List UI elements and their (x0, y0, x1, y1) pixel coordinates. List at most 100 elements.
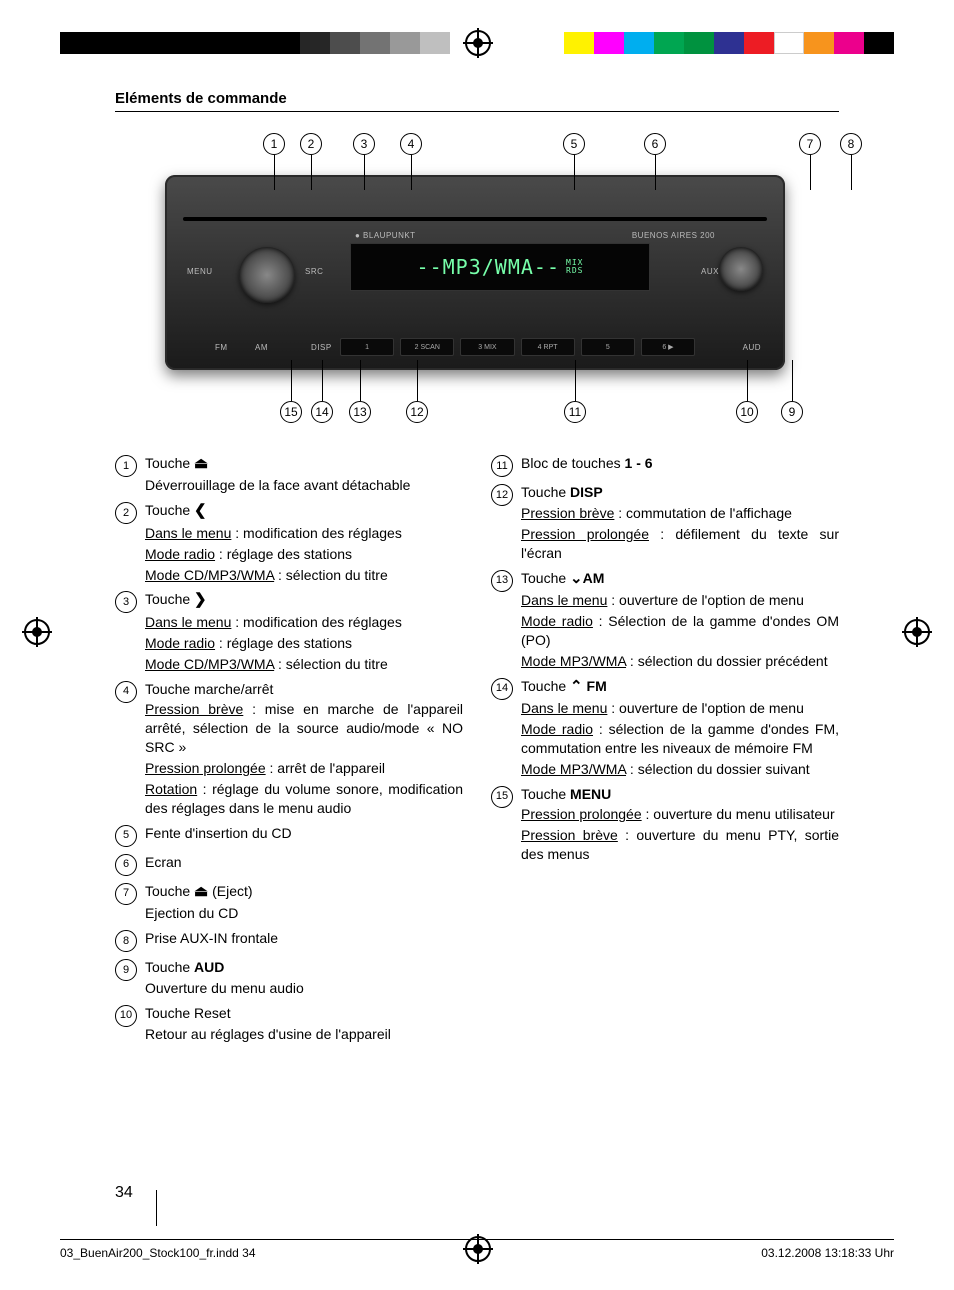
item-number: 5 (115, 825, 137, 847)
registration-mark-icon (904, 619, 930, 645)
item-line: Pression brève : mise en marche de l'app… (145, 700, 463, 757)
description-item: 5 Fente d'insertion du CD (115, 824, 463, 847)
item-number: 7 (115, 883, 137, 905)
item-line: Rotation : réglage du volume sonore, mod… (145, 780, 463, 818)
item-head: Touche ❮ (145, 501, 463, 521)
item-line: Déverrouillage de la face avant détachab… (145, 476, 463, 495)
callout-number: 14 (311, 401, 333, 423)
item-head: Touche AUD (145, 958, 463, 977)
item-line: Mode CD/MP3/WMA : sélection du titre (145, 566, 463, 585)
item-head: Touche MENU (521, 785, 839, 804)
item-number: 6 (115, 854, 137, 876)
item-head: Fente d'insertion du CD (145, 824, 463, 843)
item-number: 3 (115, 591, 137, 613)
grayscale-swatches (270, 32, 450, 56)
item-line: Ejection du CD (145, 904, 463, 923)
item-head: Bloc de touches 1 - 6 (521, 454, 839, 473)
callout-number: 7 (799, 133, 821, 155)
callout-number: 12 (406, 401, 428, 423)
item-head: Touche ⏏ (Eject) (145, 882, 463, 902)
callout-number: 8 (840, 133, 862, 155)
item-line: Dans le menu : ouverture de l'option de … (521, 699, 839, 718)
key-glyph-icon: ❮ (194, 502, 207, 519)
description-item: 14 Touche ⌃ FM Dans le menu : ouverture de… (491, 677, 839, 779)
item-number: 10 (115, 1005, 137, 1027)
item-head: Touche DISP (521, 483, 839, 502)
item-line: Pression prolongée : défilement du texte… (521, 525, 839, 563)
item-line: Mode radio : Sélection de la gamme d'ond… (521, 612, 839, 650)
item-number: 12 (491, 484, 513, 506)
callout-number: 4 (400, 133, 422, 155)
callout-number: 5 (563, 133, 585, 155)
key-glyph-icon: ⌃ (570, 678, 583, 695)
item-line: Pression brève : commutation de l'affich… (521, 504, 839, 523)
right-column: 11 Bloc de touches 1 - 6 12 Touche DISP Pres… (491, 454, 839, 1050)
item-number: 15 (491, 786, 513, 808)
callout-number: 10 (736, 401, 758, 423)
item-line: Pression prolongée : arrêt de l'appareil (145, 759, 463, 778)
item-line: Mode MP3/WMA : sélection du dossier suiv… (521, 760, 839, 779)
content-area: Eléments de commande ● BLAUPUNKT BUENOS … (115, 90, 839, 1210)
description-item: 2 Touche ❮ Dans le menu : modification des… (115, 501, 463, 584)
description-columns: 1 Touche ⏏ Déverrouillage de la face avant… (115, 454, 839, 1050)
item-number: 4 (115, 681, 137, 703)
item-line: Pression brève : ouverture du menu PTY, … (521, 826, 839, 864)
title-rule (115, 111, 839, 112)
item-number: 2 (115, 502, 137, 524)
key-glyph-icon: ⏏ (194, 455, 208, 472)
callout-number: 6 (644, 133, 666, 155)
item-head: Ecran (145, 853, 463, 872)
left-column: 1 Touche ⏏ Déverrouillage de la face avant… (115, 454, 463, 1050)
item-number: 1 (115, 455, 137, 477)
callout-number: 13 (349, 401, 371, 423)
key-glyph-icon: ❯ (194, 592, 207, 609)
item-head: Prise AUX-IN frontale (145, 929, 463, 948)
callout-number: 9 (781, 401, 803, 423)
item-line: Dans le menu : modification des réglages (145, 524, 463, 543)
footer-file: 03_BuenAir200_Stock100_fr.indd 34 (60, 1246, 256, 1260)
description-item: 6 Ecran (115, 853, 463, 876)
description-item: 9 Touche AUD Ouverture du menu audio (115, 958, 463, 998)
item-head: Touche Reset (145, 1004, 463, 1023)
item-head: Touche ❯ (145, 590, 463, 610)
section-title: Eléments de commande (115, 90, 839, 107)
item-line: Mode CD/MP3/WMA : sélection du titre (145, 655, 463, 674)
callout-number: 1 (263, 133, 285, 155)
description-item: 11 Bloc de touches 1 - 6 (491, 454, 839, 477)
registration-mark-icon (465, 30, 491, 56)
item-line: Pression prolongée : ouverture du menu u… (521, 805, 839, 824)
item-head: Touche marche/arrêt (145, 680, 463, 699)
footer-stamp: 03.12.2008 13:18:33 Uhr (761, 1246, 894, 1260)
item-line: Mode radio : réglage des stations (145, 545, 463, 564)
item-number: 9 (115, 959, 137, 981)
key-glyph-icon: ⌄ (570, 570, 583, 587)
item-number: 14 (491, 678, 513, 700)
item-line: Dans le menu : ouverture de l'option de … (521, 591, 839, 610)
item-number: 11 (491, 455, 513, 477)
item-line: Mode radio : réglage des stations (145, 634, 463, 653)
item-head: Touche ⏏ (145, 454, 463, 474)
description-item: 10 Touche Reset Retour au réglages d'usine… (115, 1004, 463, 1044)
item-head: Touche ⌄AM (521, 569, 839, 589)
callout-number: 3 (353, 133, 375, 155)
callout-layer: 123456781514131211109 (115, 130, 839, 440)
item-line: Ouverture du menu audio (145, 979, 463, 998)
folio-rule (156, 1190, 157, 1226)
item-line: Mode MP3/WMA : sélection du dossier préc… (521, 652, 839, 671)
item-head: Touche ⌃ FM (521, 677, 839, 697)
description-item: 8 Prise AUX-IN frontale (115, 929, 463, 952)
item-line: Retour au réglages d'usine de l'appareil (145, 1025, 463, 1044)
color-swatches (564, 32, 894, 56)
item-number: 8 (115, 930, 137, 952)
black-bar (60, 32, 270, 54)
item-line: Mode radio : sélection de la gamme d'ond… (521, 720, 839, 758)
description-item: 4 Touche marche/arrêtPression brève : mis… (115, 680, 463, 818)
registration-mark-icon (24, 619, 50, 645)
key-glyph-icon: ⏏ (194, 883, 208, 900)
page-number: 34 (115, 1184, 133, 1202)
item-line: Dans le menu : modification des réglages (145, 613, 463, 632)
item-number: 13 (491, 570, 513, 592)
description-item: 15 Touche MENUPression prolongée : ouvert… (491, 785, 839, 865)
callout-number: 11 (564, 401, 586, 423)
print-footer: 03_BuenAir200_Stock100_fr.indd 34 03.12.… (60, 1239, 894, 1260)
